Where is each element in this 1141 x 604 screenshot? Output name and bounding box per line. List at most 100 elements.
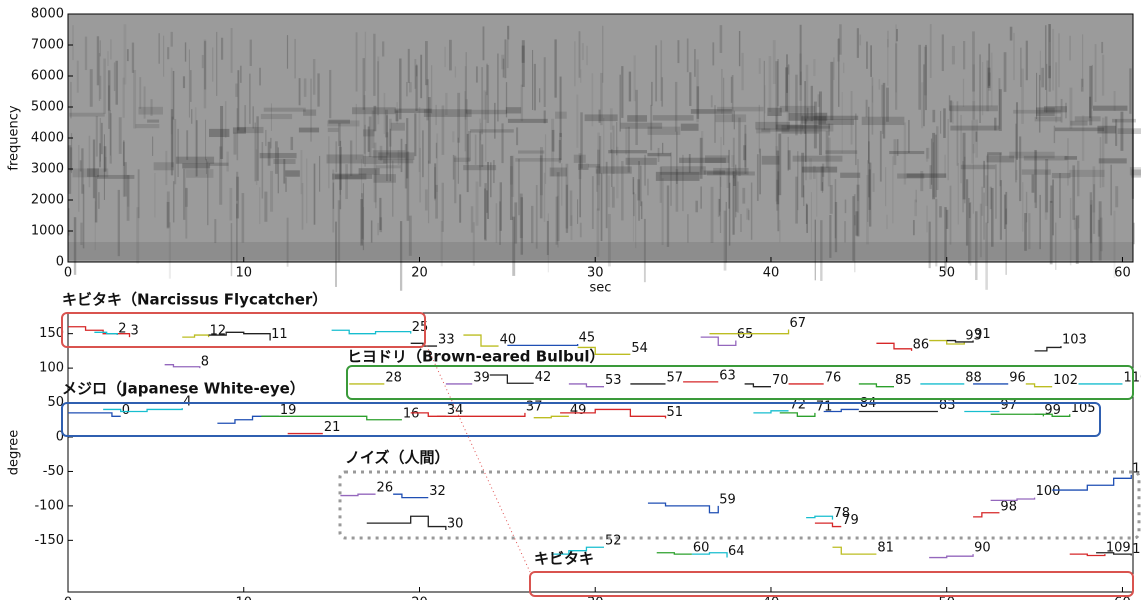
spectrogram-streak [881,85,882,118]
spectrogram-streak [946,210,948,229]
spectrogram-streak [414,113,416,156]
spectrogram-streak [969,203,971,218]
spectrogram-streak [662,143,663,154]
spectrogram-streak [455,66,456,77]
spectrogram-streak [640,166,642,207]
spectrogram-streak [504,39,506,78]
spectrogram-streak [377,223,378,235]
spectrogram-streak [1004,52,1007,92]
spectrogram-band [1022,169,1051,174]
spectrogram-streak [896,24,897,92]
spectrogram-streak [431,65,432,113]
source-label: 8 [201,355,209,370]
spectrogram-streak [221,38,223,60]
spectrogram-streak [687,214,688,242]
source-label: 0 [122,403,130,418]
spectrogram-streak [483,26,485,60]
spectrogram-streak [1045,25,1047,90]
spectrogram-streak [926,206,927,233]
spectrogram-streak [667,185,669,246]
source-label: 65 [737,327,754,342]
spectrogram-streak [1102,55,1104,96]
spectrogram-streak [635,194,636,248]
spectrogram-streak [1039,75,1040,133]
y-tick-label: 2000 [31,193,64,208]
spectrogram-streak [601,173,603,241]
spectrogram-streak [481,144,483,167]
annotation-box [62,313,425,347]
spectrogram-streak [773,40,776,84]
spectrogram-streak [436,133,438,191]
source-track [340,494,375,495]
spectrogram-streak [428,161,429,224]
spectrogram-streak [570,190,573,225]
spectrogram-streak [249,74,250,124]
spectrogram-band [717,107,763,112]
spectrogram-streak [759,58,761,74]
spectrogram-streak [1089,97,1091,118]
spectrogram-streak [285,177,286,192]
spectrogram-streak [932,133,935,199]
spectrogram-streak [1081,79,1084,92]
spectrogram-streak [776,180,778,211]
spectrogram-streak [857,28,859,58]
spectrogram-band [209,163,228,166]
source-track [832,547,876,554]
spectrogram-band [756,128,770,133]
spectrogram-band [424,109,472,117]
spectrogram-streak [216,32,217,96]
spectrogram-streak [813,59,815,76]
spectrogram-band [762,156,780,165]
spectrogram-streak [434,167,435,200]
spectrogram-streak [510,166,513,184]
spectrogram-streak [986,60,988,111]
spectrogram-streak [205,120,206,160]
spectrogram-streak [123,78,125,118]
y-tick-label: 4000 [31,131,64,146]
source-label: 37 [526,399,543,414]
source-label: 52 [605,534,622,549]
spectrogram-band [585,114,618,121]
spectrogram-streak [493,160,495,183]
spectrogram-band [1055,128,1104,132]
source-track [1035,346,1061,351]
spectrogram-streak [479,119,481,168]
spectrogram-streak [621,66,623,118]
spectrogram-streak [742,188,745,204]
spectrogram-band [264,108,306,112]
source-label: 100 [1036,484,1061,499]
spectrogram-band [237,127,263,133]
spectrogram-streak [1026,192,1027,222]
spectrogram-streak [777,59,778,106]
spectrogram-streak [697,86,699,118]
spectrogram-streak [879,79,880,90]
spectrogram-streak [518,159,520,215]
source-label: 86 [913,337,930,352]
spectrogram-band [363,129,375,136]
spectrogram-streak [1101,42,1103,53]
spectrogram-streak [414,59,416,89]
spectrogram-streak [1129,68,1131,113]
spectrogram-streak [386,115,388,181]
spectrogram-streak [838,38,839,106]
source-track [393,494,428,497]
spectrogram-streak [1092,65,1093,109]
spectrogram-streak [317,73,319,106]
spectrogram-band [627,115,647,122]
source-track [780,413,815,416]
spectrogram-streak [757,154,759,201]
spectrogram-streak [1067,138,1068,185]
spectrogram-streak [830,185,833,214]
spectrogram-streak [163,36,164,77]
spectrogram-band [647,153,670,156]
spectrogram-streak [586,46,587,65]
x-axis-label: sec [590,281,612,296]
spectrogram-streak [788,137,789,171]
spectrogram-streak [250,40,252,66]
source-track [657,553,692,554]
spectrogram-streak [960,115,962,183]
source-label: 81 [877,541,894,556]
x-tick-label: 20 [411,266,428,281]
spectrogram-band [1112,119,1136,123]
source-label: 11 [271,327,288,342]
